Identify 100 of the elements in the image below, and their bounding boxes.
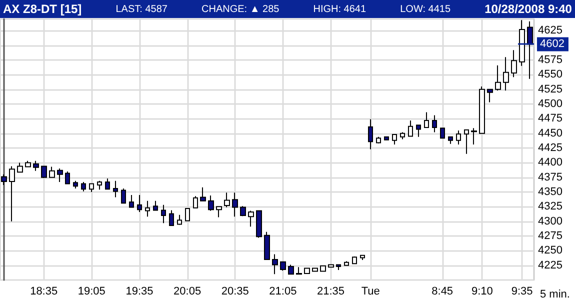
candlestick [408,120,413,137]
x-tick-label: 21:35 [316,286,345,298]
candlestick [57,168,63,183]
candlestick [519,20,525,66]
candlestick [288,264,294,275]
candlestick [296,266,302,275]
candlestick [1,174,7,186]
candlestick [280,261,286,272]
chart-title: AX Z8-DT [15] [3,2,82,16]
y-tick-label: 4475 [538,112,562,125]
candlestick [232,192,238,218]
candlestick [264,231,270,260]
x-tick-label: 20:35 [221,286,249,298]
candlestick [9,166,15,222]
candlestick [464,129,469,154]
candlestick [89,183,94,193]
candlestick [352,256,357,264]
candlestick [240,206,246,217]
candlestick [471,128,477,146]
candlestick [344,260,349,266]
candlestick [177,214,182,226]
x-tick-label: 19:05 [78,286,106,298]
candlestick [113,180,118,198]
candlestick [33,160,39,172]
candlestick [448,136,453,144]
candlestick [384,136,389,141]
candlestick [145,200,150,218]
text: HIGH: 4641 [313,4,366,14]
x-axis-title: 5 min. [540,288,570,300]
y-tick-label: 4625 [538,24,562,37]
y-tick-label: 4400 [538,156,562,169]
candlestick [400,132,405,140]
candlestick [41,166,47,178]
y-tick-label: 4375 [538,171,562,184]
candlestick [105,178,110,190]
candlestick [487,88,493,103]
candlestick [495,64,501,92]
candlestick [208,195,214,212]
candlestick [479,86,485,134]
candlestick [161,204,166,224]
candlestick [153,200,158,211]
y-tick-label: 4225 [538,259,562,272]
candlestick [416,124,421,138]
y-tick-label: 4500 [538,98,562,110]
y-tick-label: 4525 [538,83,562,96]
candlestick [320,265,326,272]
candlestick [503,56,509,92]
candlestick [328,264,334,268]
candlestick [216,206,222,218]
y-tick-label: 4350 [538,186,562,198]
candlestick [97,180,102,190]
x-tick-label: 9:35 [511,286,533,298]
candlestick [129,194,134,208]
candlestick [185,208,190,222]
candlestick [224,192,230,208]
candlestick [49,166,55,178]
candlestick [424,112,429,128]
candlestick [527,20,533,80]
y-tick-label: 4250 [538,244,562,257]
y-tick-label: 4450 [538,127,562,140]
candlestick [440,128,445,139]
candlestick [200,186,206,202]
x-tick-label: 19:35 [126,286,154,298]
text: CHANGE: ▲ 285 [202,4,280,14]
x-tick-label: 21:05 [269,286,297,298]
x-tick-label: 8:45 [432,286,454,298]
y-tick-label: 4325 [538,200,562,213]
candlestick [121,188,126,204]
candlestick [392,134,397,146]
y-tick-label: 4575 [538,54,562,66]
candlestick [456,130,461,146]
candlestick [17,162,23,173]
candlestick [169,210,174,227]
candlestick [272,254,278,275]
y-tick-label: 4275 [538,230,562,242]
candlestick [248,210,254,228]
candlestick [336,264,341,271]
x-tick-label: Tue [361,286,380,298]
ref-line-label: 4602 [540,38,564,50]
candlestick [376,136,381,144]
y-tick-label: 4550 [538,68,562,81]
candlestick [511,50,517,78]
candlestick [312,268,318,272]
candlestick [25,160,31,168]
candlestick [65,170,70,184]
candlestick [360,254,365,261]
y-tick-label: 4300 [538,215,562,228]
candlestick [81,182,86,192]
candlestick [256,210,262,238]
candlestick [368,118,373,150]
x-tick-label: 20:05 [174,286,202,298]
candlestick [73,180,78,190]
candlestick [304,268,310,274]
text: LAST: 4587 [116,4,168,14]
x-tick-label: 18:35 [30,286,58,298]
y-tick-label: 4425 [538,142,562,154]
x-tick-label: 9:10 [471,286,493,298]
text: LOW: 4415 [400,4,451,14]
text: 10/28/2008 9:40 [484,2,572,16]
candlestick [137,194,142,212]
